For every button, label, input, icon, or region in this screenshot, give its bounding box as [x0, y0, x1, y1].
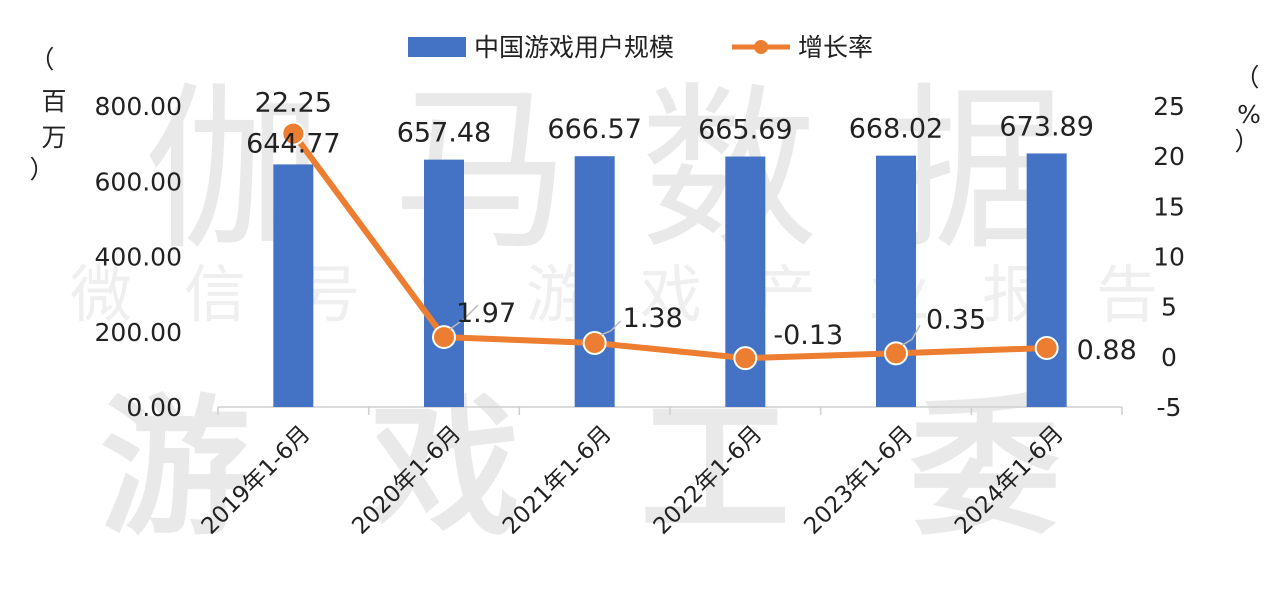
- left-unit-open: （: [29, 45, 54, 74]
- growth-rate-marker: [582, 330, 607, 355]
- legend-line-label: 增长率: [798, 33, 873, 62]
- label-leader-line: [901, 324, 921, 346]
- bar-value-label: 644.77: [246, 128, 340, 159]
- y-right-tick-label: 25: [1153, 92, 1185, 121]
- legend-line-marker: [754, 40, 768, 54]
- y-right-tick-label: 5: [1161, 293, 1177, 322]
- growth-rate-marker: [281, 121, 306, 146]
- y-left-tick-label: 800.00: [95, 92, 182, 121]
- watermark-line-3: 游戏工委: [100, 382, 1180, 556]
- growth-rate-marker: [432, 325, 456, 350]
- bar-value-label: 673.89: [999, 111, 1093, 142]
- y-right-tick-label: 10: [1153, 243, 1185, 272]
- bar: [424, 159, 464, 407]
- line-series: [281, 121, 1059, 371]
- y-right-tick-label: -5: [1157, 393, 1182, 422]
- line-value-label: 22.25: [255, 88, 332, 119]
- bar-value-label: 666.57: [547, 114, 641, 145]
- bar: [273, 164, 314, 407]
- bar: [1026, 153, 1067, 407]
- legend: 中国游戏用户规模 增长率: [408, 33, 873, 62]
- left-unit-close: ）: [29, 155, 54, 184]
- label-leader-line: [600, 320, 622, 336]
- growth-rate-marker: [1034, 336, 1059, 361]
- label-leader-line: [449, 304, 479, 330]
- left-unit-char-2: 万: [41, 123, 66, 152]
- bar-value-label: 668.02: [849, 114, 943, 145]
- growth-rate-marker: [884, 341, 908, 366]
- y-left-tick-label: 0.00: [126, 393, 182, 422]
- data-labels: 644.77 657.48 666.57 665.69 668.02 673.89 22.2…: [246, 88, 1137, 366]
- left-axis-unit: （ 百 万 ）: [29, 45, 66, 184]
- growth-rate-line: [290, 130, 1050, 362]
- left-unit-char-1: 百: [41, 87, 66, 116]
- right-unit-open: （: [1234, 63, 1259, 92]
- y-right-tick-label: 20: [1153, 142, 1185, 171]
- bar-value-label: 665.69: [698, 115, 792, 146]
- y-left-tick-label: 400.00: [95, 243, 182, 272]
- growth-rate-marker: [733, 346, 758, 371]
- bar: [574, 156, 615, 407]
- legend-bar-label: 中国游戏用户规模: [474, 33, 674, 62]
- bar-value-label: 657.48: [397, 118, 491, 149]
- line-value-label: -0.13: [773, 320, 843, 351]
- legend-bar-swatch: [408, 37, 466, 57]
- line-value-label: 1.97: [456, 298, 516, 329]
- y-right-tick-label: 15: [1153, 192, 1185, 221]
- y-left-tick-label: 200.00: [95, 318, 182, 347]
- line-value-label: 1.38: [623, 303, 683, 334]
- y-left-tick-label: 600.00: [95, 167, 182, 196]
- line-value-label: 0.88: [1077, 335, 1137, 366]
- bar: [876, 155, 916, 407]
- right-unit-char: %: [1237, 100, 1261, 129]
- right-axis-unit: （ % ）: [1234, 63, 1260, 156]
- right-unit-close: ）: [1234, 127, 1259, 156]
- line-value-label: 0.35: [926, 304, 986, 335]
- y-right-tick-label: 0: [1161, 343, 1177, 372]
